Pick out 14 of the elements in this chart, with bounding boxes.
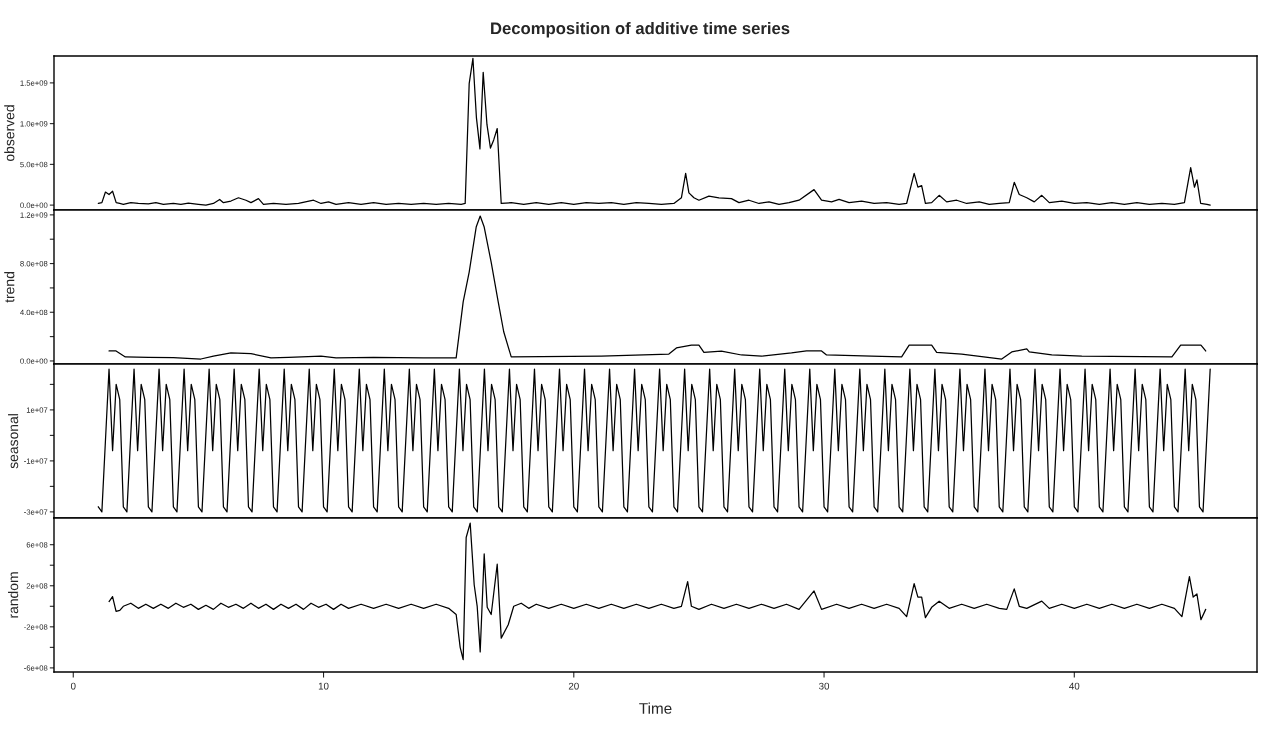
x-tick-label: 30	[819, 682, 830, 690]
y-axis-title: trend	[4, 272, 15, 303]
x-tick-label: 20	[568, 682, 579, 690]
x-tick-label: 10	[318, 682, 329, 690]
line-series	[108, 522, 1207, 661]
x-axis-title: Time	[639, 702, 672, 714]
line-series	[97, 368, 1211, 513]
y-axis-title: observed	[4, 105, 15, 161]
y-axis-title: seasonal	[8, 414, 19, 469]
y-axis-title: random	[8, 572, 19, 618]
x-tick-label: 40	[1069, 682, 1080, 690]
x-tick-label: 0	[70, 682, 76, 690]
line-series	[108, 215, 1207, 360]
chart-title: Decomposition of additive time series	[491, 22, 790, 38]
